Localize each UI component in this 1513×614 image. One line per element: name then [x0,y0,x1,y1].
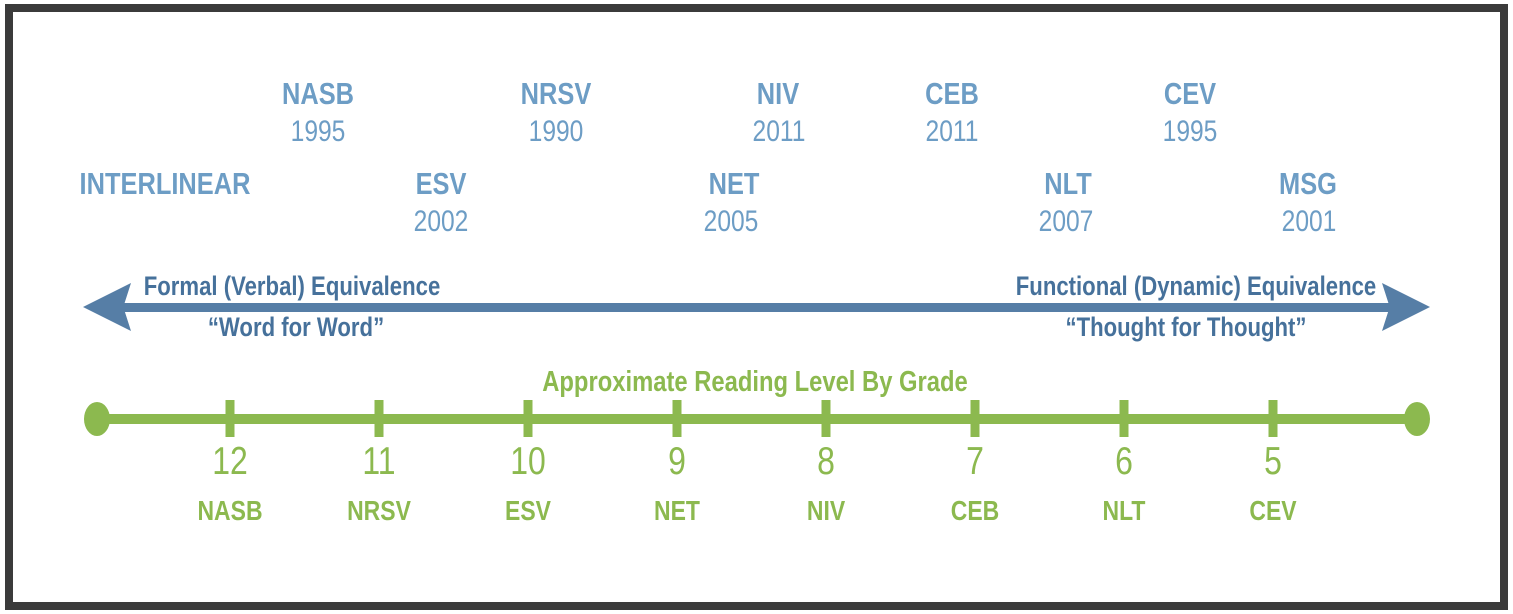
grade-number-11: 11 [362,440,396,483]
translation-year-cev: 1995 [1162,115,1218,148]
scale-endpoint-left-icon [84,402,110,436]
scale-label-nasb: NASB [197,495,263,526]
tick-grade-9 [672,400,682,437]
grade-number-6: 6 [1115,440,1133,483]
translation-year-net: 2005 [703,205,759,238]
tick-grade-12 [225,400,235,437]
translation-name-nlt: NLT [1044,166,1092,201]
grade-number-10: 10 [510,440,546,483]
tick-grade-7 [970,400,980,437]
translation-name-esv: ESV [415,166,467,201]
translation-year-nrsv: 1990 [528,115,584,148]
translation-name-cev: CEV [1163,76,1217,111]
scale-label-nrsv: NRSV [347,495,411,526]
functional-equivalence-label: Functional (Dynamic) Equivalence [1015,271,1377,301]
word-for-word-label: “Word for Word” [207,312,385,342]
translation-name-msg: MSG [1279,166,1337,201]
translation-name-niv: NIV [756,76,800,111]
translation-year-niv: 2011 [752,115,806,148]
tick-grade-8 [821,400,831,437]
grade-number-7: 7 [966,440,984,483]
thought-for-thought-label: “Thought for Thought” [1065,312,1307,342]
scale-label-niv: NIV [806,495,846,526]
scale-label-net: NET [654,495,700,526]
translation-year-ceb: 2011 [925,115,979,148]
tick-grade-6 [1119,400,1129,437]
tick-grade-10 [523,400,533,437]
tick-grade-5 [1268,400,1278,437]
grade-number-9: 9 [668,440,686,483]
translation-year-msg: 2001 [1281,205,1337,238]
translation-name-nasb: NASB [281,76,355,111]
grade-number-5: 5 [1264,440,1282,483]
formal-equivalence-label: Formal (Verbal) Equivalence [143,271,441,301]
scale-label-ceb: CEB [950,495,1000,526]
scale-label-esv: ESV [505,495,551,526]
grade-number-8: 8 [817,440,835,483]
reading-level-title: Approximate Reading Level By Grade [542,366,968,398]
translation-name-ceb: CEB [925,76,979,111]
translation-name-interlinear: INTERLINEAR [79,166,251,201]
reading-scale-line [96,414,1418,424]
grade-number-12: 12 [212,440,248,483]
translation-name-nrsv: NRSV [520,76,592,111]
scale-label-cev: CEV [1249,495,1297,526]
scale-endpoint-right-icon [1404,402,1430,436]
translation-year-nlt: 2007 [1038,205,1094,238]
spectrum-arrow-line [101,303,1412,312]
scale-label-nlt: NLT [1102,495,1146,526]
translation-year-esv: 2002 [413,205,469,238]
diagram-border [5,4,1508,610]
translation-name-net: NET [708,166,760,201]
translation-year-nasb: 1995 [290,115,346,148]
tick-grade-11 [374,400,384,437]
